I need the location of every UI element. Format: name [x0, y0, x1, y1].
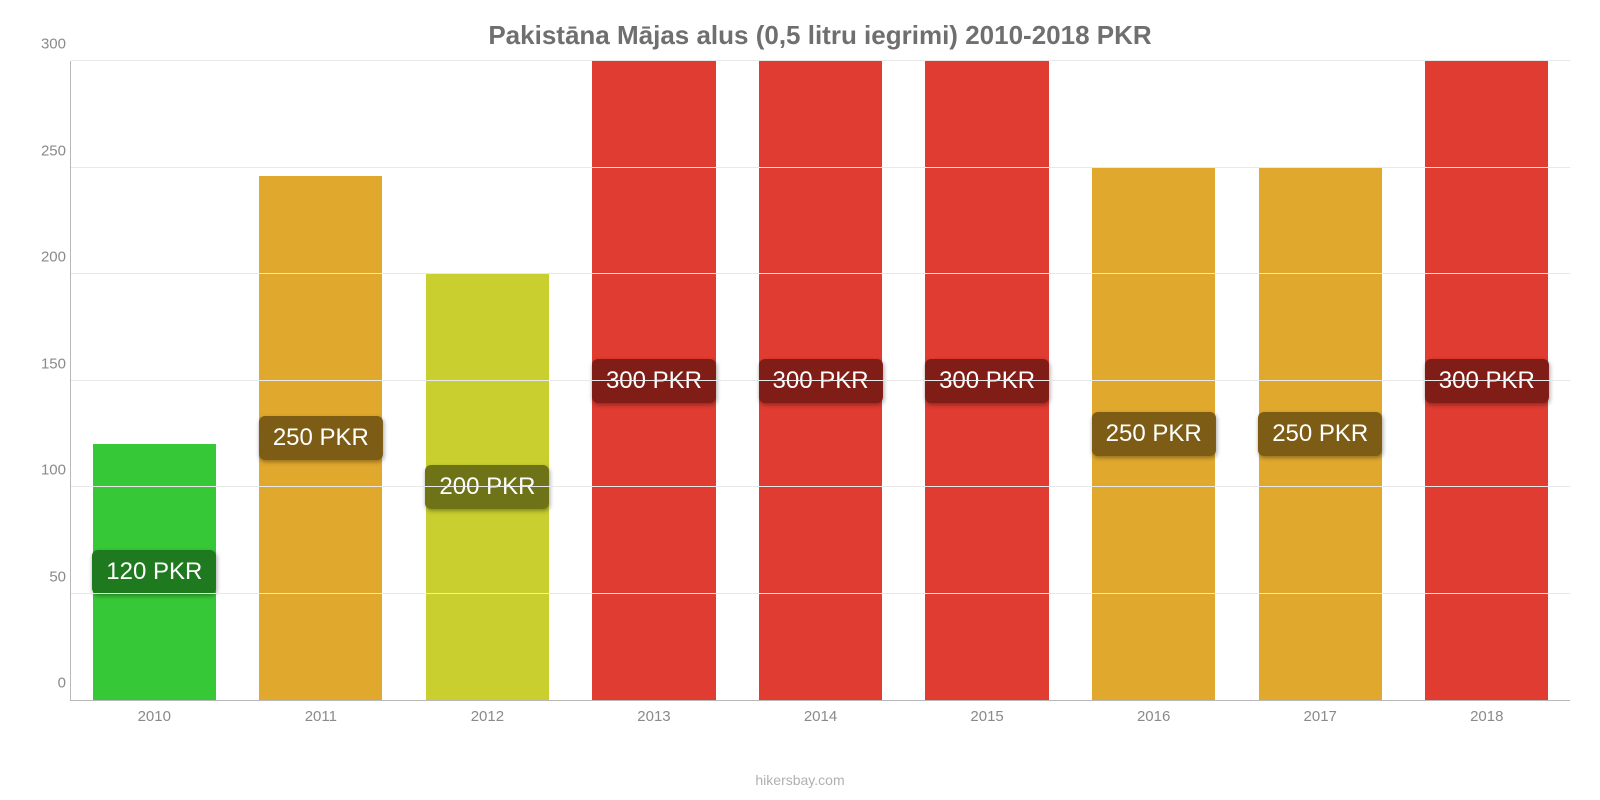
bar-slot: 250 PKR: [238, 61, 405, 700]
bar-slot: 250 PKR: [1070, 61, 1237, 700]
x-tick-label: 2015: [904, 708, 1071, 725]
bar-slot: 300 PKR: [571, 61, 738, 700]
bar: 300 PKR: [592, 61, 715, 700]
bar-slot: 120 PKR: [71, 61, 238, 700]
gridline: [71, 486, 1570, 487]
bar-value-label: 250 PKR: [1092, 412, 1216, 456]
x-tick-label: 2010: [71, 708, 238, 725]
x-tick-label: 2013: [571, 708, 738, 725]
bars-container: 120 PKR 250 PKR 200 PKR 300 PKR 300 PKR 300 P…: [71, 61, 1570, 700]
bar-value-label: 300 PKR: [592, 359, 716, 403]
bar-value-label: 300 PKR: [1425, 359, 1549, 403]
y-tick-label: 200: [26, 249, 66, 266]
y-tick-label: 250: [26, 142, 66, 159]
x-axis-labels: 201020112012201320142015201620172018: [71, 708, 1570, 725]
bar-slot: 300 PKR: [737, 61, 904, 700]
gridline: [71, 380, 1570, 381]
x-tick-label: 2012: [404, 708, 571, 725]
bar-slot: 250 PKR: [1237, 61, 1404, 700]
chart-source: hikersbay.com: [0, 772, 1600, 788]
bar-slot: 300 PKR: [904, 61, 1071, 700]
y-tick-label: 100: [26, 462, 66, 479]
x-tick-label: 2014: [737, 708, 904, 725]
bar: 250 PKR: [259, 176, 382, 700]
gridline: [71, 60, 1570, 61]
x-tick-label: 2016: [1070, 708, 1237, 725]
bar-chart: Pakistāna Mājas alus (0,5 litru iegrimi)…: [0, 0, 1600, 800]
bar: 200 PKR: [426, 274, 549, 700]
bar: 120 PKR: [93, 444, 216, 700]
bar-slot: 200 PKR: [404, 61, 571, 700]
x-tick-label: 2018: [1404, 708, 1571, 725]
bar-value-label: 300 PKR: [925, 359, 1049, 403]
y-tick-label: 150: [26, 355, 66, 372]
y-tick-label: 0: [26, 675, 66, 692]
chart-title: Pakistāna Mājas alus (0,5 litru iegrimi)…: [70, 20, 1570, 51]
y-tick-label: 50: [26, 568, 66, 585]
gridline: [71, 273, 1570, 274]
x-tick-label: 2017: [1237, 708, 1404, 725]
plot-area: 120 PKR 250 PKR 200 PKR 300 PKR 300 PKR 300 P…: [70, 61, 1570, 701]
bar: 250 PKR: [1259, 168, 1382, 701]
y-tick-label: 300: [26, 36, 66, 53]
bar-value-label: 250 PKR: [259, 416, 383, 460]
bar: 300 PKR: [759, 61, 882, 700]
gridline: [71, 593, 1570, 594]
bar: 300 PKR: [1425, 61, 1548, 700]
bar-value-label: 250 PKR: [1258, 412, 1382, 456]
bar: 300 PKR: [925, 61, 1048, 700]
gridline: [71, 167, 1570, 168]
bar-slot: 300 PKR: [1404, 61, 1571, 700]
bar: 250 PKR: [1092, 168, 1215, 701]
bar-value-label: 300 PKR: [759, 359, 883, 403]
bar-value-label: 200 PKR: [425, 465, 549, 509]
bar-value-label: 120 PKR: [92, 550, 216, 594]
x-tick-label: 2011: [238, 708, 405, 725]
